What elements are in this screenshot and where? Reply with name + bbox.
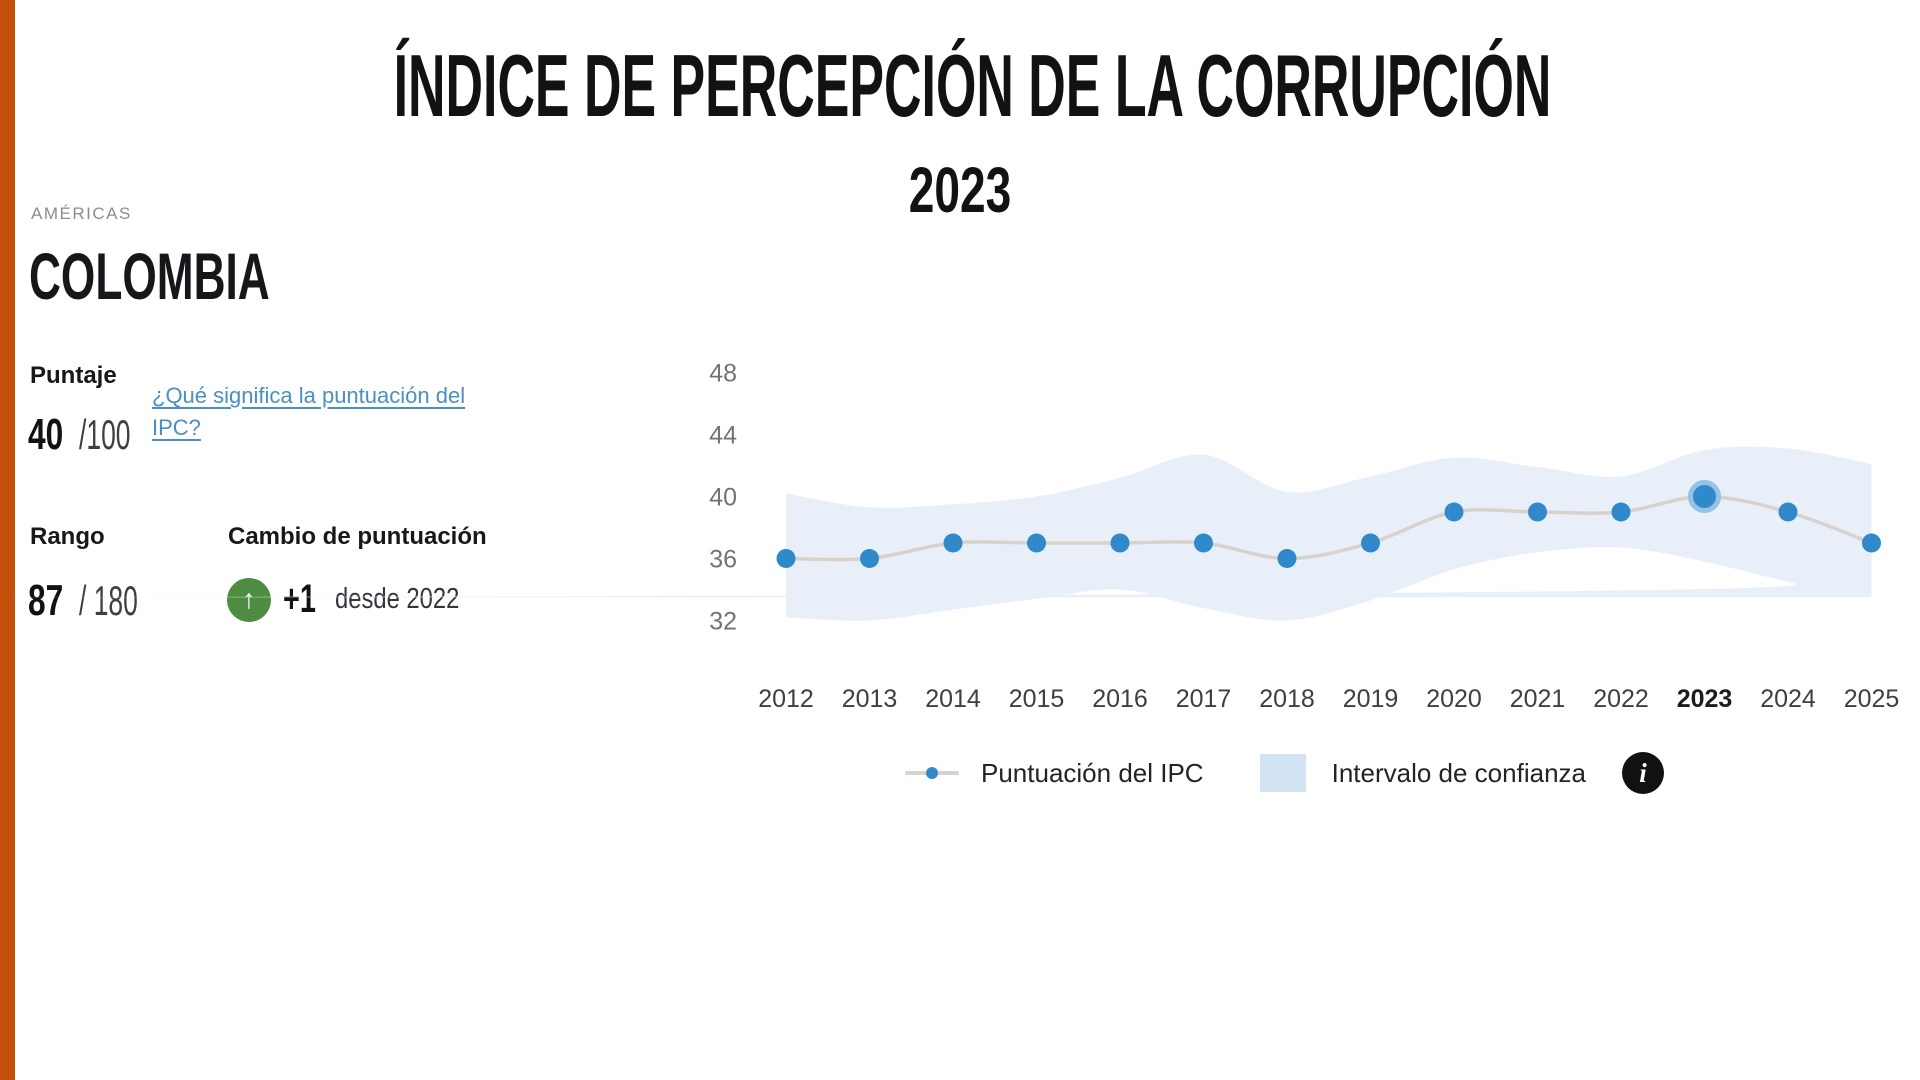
x-tick-2014: 2014 bbox=[925, 685, 981, 713]
score-point-2015[interactable] bbox=[1027, 533, 1046, 553]
band-legend-label: Intervalo de confianza bbox=[1331, 757, 1586, 788]
score-change-row: ↑ +1 desde 2022 bbox=[227, 577, 486, 622]
y-tick-40: 40 bbox=[709, 484, 737, 512]
left-accent-bar bbox=[0, 0, 15, 1080]
x-tick-2020: 2020 bbox=[1426, 685, 1482, 713]
x-tick-2023: 2023 bbox=[1677, 685, 1733, 713]
x-tick-2024: 2024 bbox=[1760, 685, 1816, 713]
x-tick-2021: 2021 bbox=[1510, 685, 1566, 713]
score-meaning-link[interactable]: ¿Qué significa la puntuación del IPC? bbox=[152, 383, 466, 440]
score-point-2012[interactable] bbox=[776, 549, 796, 568]
score-point-2025[interactable] bbox=[1862, 533, 1881, 553]
series-legend-label: Puntuación del IPC bbox=[981, 757, 1204, 788]
page-year: 2023 bbox=[908, 154, 1012, 226]
info-icon[interactable]: i bbox=[1621, 752, 1664, 794]
chart-legend: Puntuación del IPC Intervalo de confianz… bbox=[905, 748, 1664, 798]
series-dot-icon bbox=[926, 767, 938, 779]
rank-label: Rango bbox=[30, 523, 105, 550]
rank-denominator: / 180 bbox=[78, 577, 138, 624]
rank-value-row: 87 / 180 bbox=[28, 576, 172, 626]
score-change-caption: desde 2022 bbox=[334, 583, 459, 615]
score-point-2021[interactable] bbox=[1528, 502, 1547, 522]
series-marker-icon bbox=[905, 767, 959, 779]
x-tick-2025: 2025 bbox=[1844, 685, 1900, 713]
x-tick-2016: 2016 bbox=[1092, 685, 1148, 713]
x-tick-2012: 2012 bbox=[758, 685, 814, 713]
x-tick-2019: 2019 bbox=[1343, 685, 1399, 713]
score-point-2020[interactable] bbox=[1444, 502, 1464, 522]
score-point-2013[interactable] bbox=[860, 549, 879, 568]
score-label: Puntaje bbox=[30, 362, 117, 389]
score-value: 40 bbox=[28, 410, 64, 459]
page-title: ÍNDICE DE PERCEPCIÓN DE LA CORRUPCIÓN bbox=[393, 36, 1552, 135]
x-tick-2015: 2015 bbox=[1009, 685, 1065, 713]
score-point-2014[interactable] bbox=[943, 533, 963, 553]
arrow-up-icon: ↑ bbox=[227, 577, 271, 622]
score-change-delta: +1 bbox=[283, 577, 316, 621]
rank-value: 87 bbox=[28, 576, 64, 625]
score-point-2019[interactable] bbox=[1361, 533, 1380, 553]
score-point-2018[interactable] bbox=[1277, 549, 1297, 568]
score-value-row: 40 /100 bbox=[28, 410, 161, 460]
x-tick-2018: 2018 bbox=[1259, 685, 1315, 713]
y-tick-44: 44 bbox=[709, 422, 737, 450]
score-change-label: Cambio de puntuación bbox=[228, 523, 487, 550]
score-denominator: /100 bbox=[78, 411, 131, 458]
score-point-2024[interactable] bbox=[1778, 502, 1798, 522]
score-point-2016[interactable] bbox=[1110, 533, 1130, 553]
x-tick-2013: 2013 bbox=[842, 685, 898, 713]
region-label: AMÉRICAS bbox=[31, 204, 132, 223]
y-tick-48: 48 bbox=[709, 360, 737, 388]
x-tick-2017: 2017 bbox=[1176, 685, 1232, 713]
score-point-2022[interactable] bbox=[1611, 502, 1631, 522]
y-tick-32: 32 bbox=[709, 608, 737, 636]
confidence-band bbox=[0, 446, 1872, 621]
score-point-2017[interactable] bbox=[1194, 533, 1213, 553]
confidence-band-swatch bbox=[1259, 754, 1306, 792]
y-tick-36: 36 bbox=[709, 546, 737, 574]
x-tick-2022: 2022 bbox=[1593, 685, 1649, 713]
country-name: COLOMBIA bbox=[29, 239, 270, 313]
score-point-2023[interactable] bbox=[1688, 480, 1721, 513]
